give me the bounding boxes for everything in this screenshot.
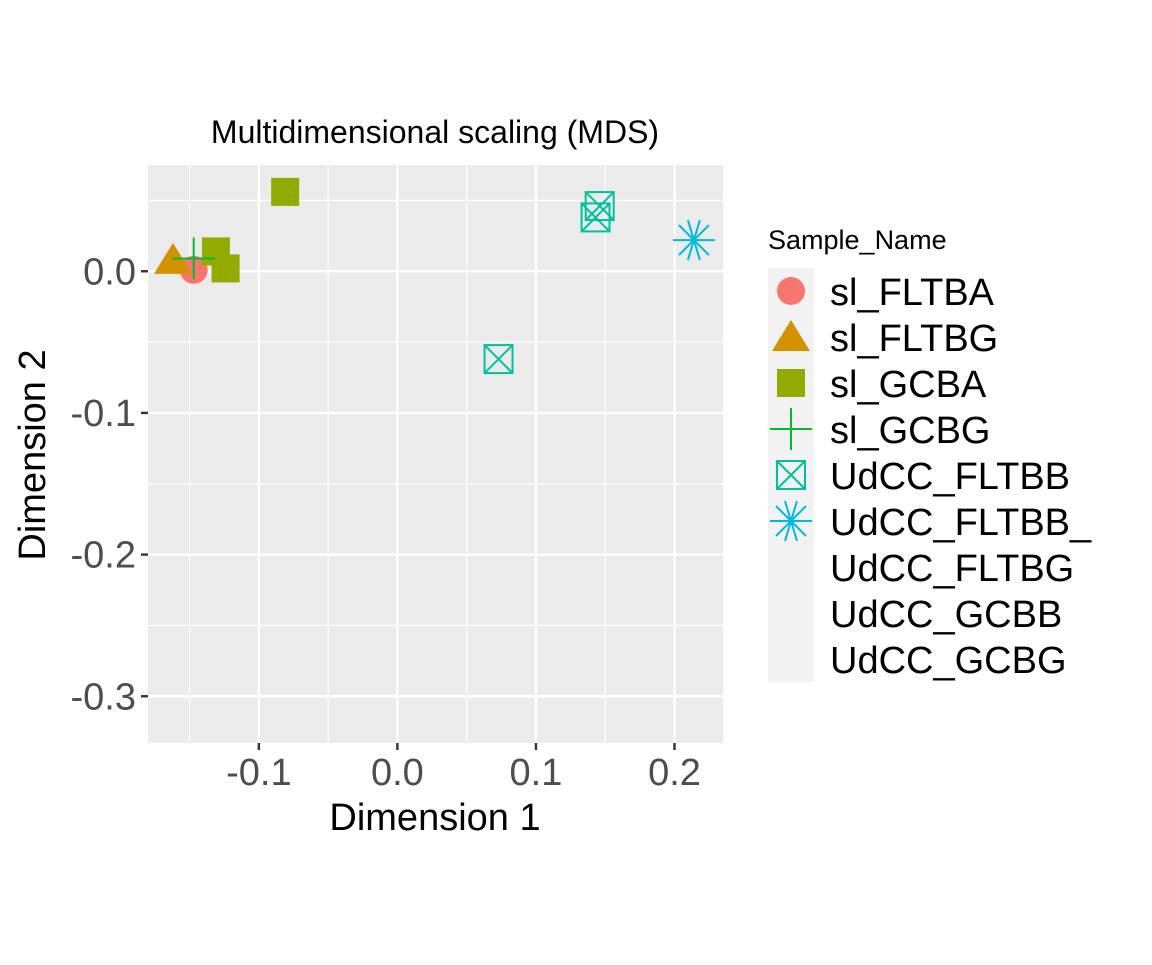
plot-panel [148,165,723,743]
data-point-udcc-fltbb [580,202,611,233]
legend-label-udcc-fltbg: UdCC_FLTBG [830,548,1074,590]
data-point-sl-gcba [271,177,300,206]
x-tick-label: 0.1 [510,752,563,794]
legend-label-sl-gcba: sl_GCBA [830,364,987,406]
legend: sl_FLTBAsl_FLTBGsl_GCBAsl_GCBGUdCC_FLTBB… [770,272,1092,682]
legend-title: Sample_Name [768,225,947,255]
legend-label-udcc-gcbg: UdCC_GCBG [830,640,1067,682]
legend-label-udcc-fltbb: UdCC_FLTBB [830,456,1070,498]
grid-lines [148,165,723,743]
y-axis-label: Dimension 2 [12,349,54,560]
data-point-sl-gcba [211,254,240,283]
data-point-udcc-fltbb [483,344,514,375]
y-tick-label: -0.2 [71,535,136,577]
chart-title: Multidimensional scaling (MDS) [211,114,659,150]
legend-key-udcc-fltbb [770,500,812,542]
legend-label-udcc-fltbb: UdCC_FLTBB_ [830,502,1092,544]
legend-key-sl-gcbg [770,408,812,450]
legend-key-udcc-fltbb [776,460,806,490]
data-point-udcc-fltbb [672,219,715,261]
legend-label-sl-fltba: sl_FLTBA [830,272,995,314]
legend-key-sl-gcba [777,369,805,397]
legend-label-udcc-gcbb: UdCC_GCBB [830,594,1062,636]
axes: -0.1 0.0 0.1 0.2 0.0 -0.1 -0.2 -0.3 [71,251,701,794]
data-point-sl-gcbg [172,237,215,280]
legend-key-sl-fltba [777,277,805,305]
legend-label-sl-gcbg: sl_GCBG [830,410,990,452]
y-tick-label: 0.0 [83,251,136,293]
legend-key-sl-fltbg [772,320,810,351]
x-tick-label: 0.2 [648,752,701,794]
x-tick-label: -0.1 [226,752,291,794]
data-points [153,177,715,375]
y-tick-label: -0.3 [71,676,136,718]
y-tick-label: -0.1 [71,393,136,435]
x-axis-label: Dimension 1 [329,797,540,839]
x-tick-label: 0.0 [371,752,424,794]
legend-label-sl-fltbg: sl_FLTBG [830,318,998,360]
